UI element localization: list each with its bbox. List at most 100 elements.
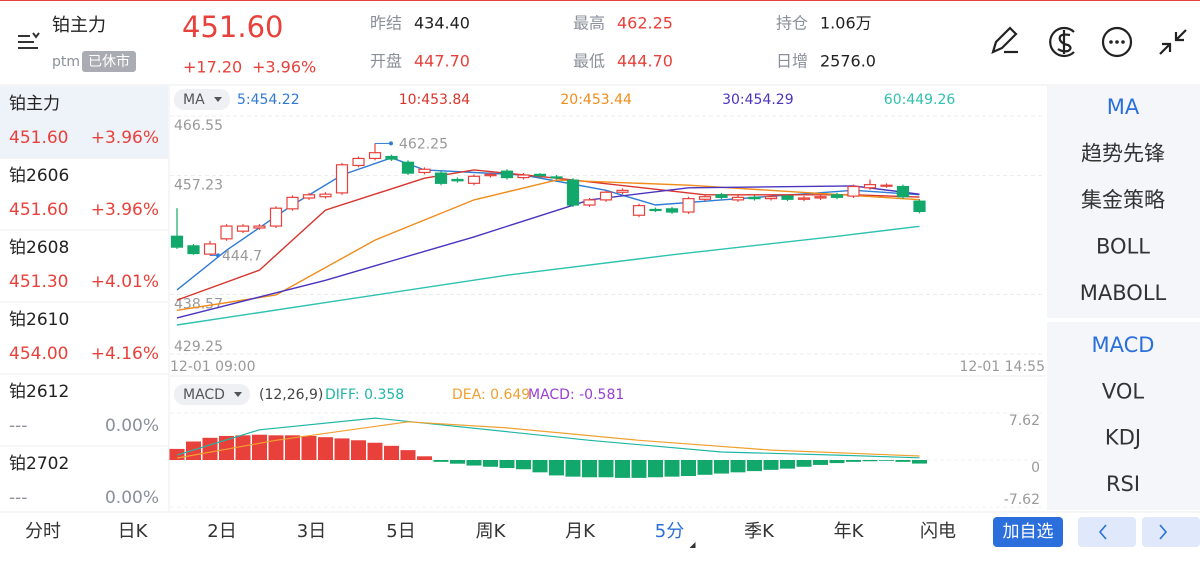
- collapse-icon[interactable]: [1159, 29, 1187, 55]
- period-tab[interactable]: 分时: [25, 521, 61, 542]
- macd-tick-label: 7.62: [1009, 413, 1040, 429]
- main-indicator[interactable]: 趋势先锋: [1081, 142, 1165, 166]
- candle-body: [665, 208, 679, 213]
- edit-icon[interactable]: [991, 26, 1018, 54]
- stat-value: 447.70: [414, 52, 470, 71]
- sub-indicator[interactable]: KDJ: [1105, 426, 1141, 450]
- contract-row-price: ---: [9, 488, 27, 508]
- contract-row-name[interactable]: 铂2610: [9, 310, 69, 330]
- macd-bar: [466, 460, 482, 466]
- macd-bar: [549, 460, 564, 476]
- macd-legend: MACD: -0.581: [528, 387, 624, 403]
- macd-bar: [813, 460, 828, 465]
- macd-bar: [169, 448, 185, 460]
- contract-row-price: 454.00: [9, 344, 68, 364]
- sub-indicator[interactable]: MACD: [1092, 333, 1155, 357]
- contract-row-name[interactable]: 铂2612: [9, 382, 69, 402]
- candle-body: [698, 196, 712, 200]
- contract-row-selected[interactable]: [0, 86, 168, 158]
- candle-body: [731, 196, 745, 201]
- macd-bar: [895, 460, 911, 462]
- ma-line: [176, 179, 920, 311]
- macd-bar: [681, 460, 696, 477]
- stat-value: 1.06万: [820, 14, 872, 33]
- ma-legend: 5:454.22: [237, 92, 300, 108]
- main-indicator[interactable]: MABOLL: [1080, 281, 1167, 305]
- more-dots: [1109, 40, 1125, 44]
- ma-legend: 30:454.29: [722, 92, 794, 108]
- macd-bar: [351, 440, 366, 460]
- candle-body: [599, 191, 613, 201]
- candle-body: [517, 174, 530, 179]
- macd-bar: [747, 460, 762, 472]
- period-tab[interactable]: 3日: [297, 521, 326, 542]
- period-tab[interactable]: 闪电: [920, 521, 956, 542]
- ma-selector-text[interactable]: MA: [183, 92, 205, 108]
- contract-row-pct: 0.00%: [105, 416, 159, 436]
- currency-icon[interactable]: [1049, 26, 1075, 58]
- sub-indicator[interactable]: RSI: [1106, 472, 1140, 496]
- macd-bar: [565, 460, 581, 477]
- period-tab[interactable]: 年K: [834, 521, 865, 542]
- macd-bar: [202, 437, 218, 460]
- contract-row-name[interactable]: 铂2702: [9, 454, 69, 474]
- contract-row-name[interactable]: 铂2606: [9, 166, 69, 186]
- sub-indicator[interactable]: VOL: [1102, 379, 1145, 403]
- time-start: 12-01 09:00: [170, 359, 255, 375]
- period-tab[interactable]: 月K: [565, 521, 596, 542]
- macd-bar: [285, 435, 300, 460]
- macd-bar: [252, 434, 267, 460]
- macd-bar: [648, 460, 663, 478]
- candle-body: [302, 194, 316, 199]
- macd-bar: [499, 460, 515, 469]
- macd-bar: [235, 435, 251, 460]
- candle-body: [500, 170, 514, 179]
- main-indicator[interactable]: BOLL: [1096, 235, 1150, 259]
- stat-value: 434.40: [414, 14, 470, 33]
- macd-selector-text[interactable]: MACD: [183, 387, 225, 403]
- add-watch-button[interactable]: [993, 517, 1063, 547]
- next-button[interactable]: [1142, 517, 1200, 547]
- macd-tick-label: 0: [1031, 460, 1040, 476]
- macd-selector[interactable]: [174, 384, 250, 405]
- candle-body: [583, 199, 596, 206]
- candle-body: [830, 194, 844, 198]
- contract-row-price: 451.30: [9, 272, 68, 292]
- period-tab[interactable]: 5分: [655, 521, 684, 542]
- candle-body: [781, 195, 794, 200]
- prev-button[interactable]: [1078, 517, 1136, 547]
- more-icon[interactable]: [1101, 26, 1133, 58]
- menu-icon[interactable]: [18, 32, 40, 49]
- ma-selector[interactable]: [174, 89, 230, 110]
- candle-body: [319, 193, 332, 198]
- macd-bar: [318, 437, 333, 460]
- period-tab[interactable]: 5日: [386, 521, 415, 542]
- candle-body: [484, 173, 497, 177]
- macd-bar: [846, 460, 861, 462]
- candle-body: [335, 164, 349, 194]
- period-tab[interactable]: 日K: [118, 521, 149, 542]
- candle-body: [533, 173, 547, 177]
- prev-icon: [1098, 524, 1107, 540]
- high-label: 462.25: [399, 136, 448, 152]
- high-dot: [389, 141, 393, 146]
- candle-body: [187, 245, 200, 255]
- candle-body: [385, 155, 398, 160]
- macd-bar: [714, 460, 729, 474]
- main-indicator[interactable]: 集金策略: [1081, 188, 1165, 212]
- candle-body: [368, 152, 382, 160]
- period-tab[interactable]: 季K: [744, 521, 775, 542]
- period-tab[interactable]: 周K: [476, 521, 507, 542]
- main-indicator[interactable]: MA: [1107, 95, 1140, 119]
- contract-row-pct: 0.00%: [105, 488, 159, 508]
- stat-value: 444.70: [617, 52, 673, 71]
- candle-body: [649, 208, 662, 212]
- period-tab[interactable]: 2日: [207, 521, 236, 542]
- main-indicator-panel: [1047, 86, 1200, 318]
- contract-row-name[interactable]: 铂2608: [9, 238, 69, 258]
- stat-label: 开盘: [370, 52, 402, 71]
- contract-row-name[interactable]: 铂主力: [9, 94, 60, 114]
- contract-row-pct: +3.96%: [91, 128, 159, 148]
- ma-line: [176, 169, 920, 301]
- add-watch-text[interactable]: 加自选: [1003, 522, 1054, 542]
